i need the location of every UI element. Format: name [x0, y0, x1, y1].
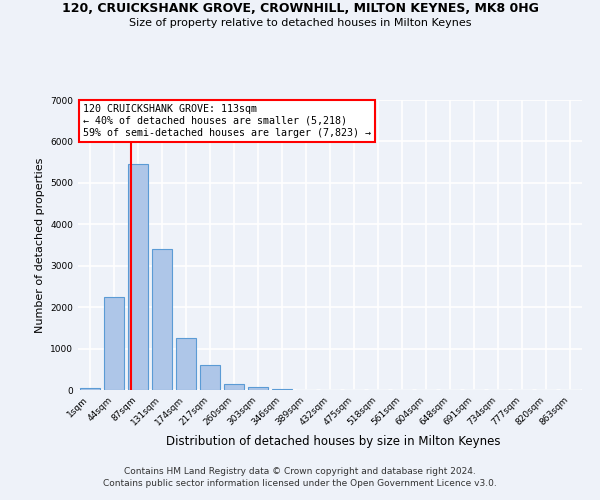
Text: 120 CRUICKSHANK GROVE: 113sqm
← 40% of detached houses are smaller (5,218)
59% o: 120 CRUICKSHANK GROVE: 113sqm ← 40% of d…	[83, 104, 371, 138]
Bar	[248, 386, 268, 390]
Text: Contains public sector information licensed under the Open Government Licence v3: Contains public sector information licen…	[103, 479, 497, 488]
Bar	[272, 389, 292, 390]
Bar	[104, 297, 124, 390]
Text: 120, CRUICKSHANK GROVE, CROWNHILL, MILTON KEYNES, MK8 0HG: 120, CRUICKSHANK GROVE, CROWNHILL, MILTO…	[62, 2, 538, 16]
Bar	[152, 249, 172, 390]
Y-axis label: Number of detached properties: Number of detached properties	[35, 158, 44, 332]
Text: Size of property relative to detached houses in Milton Keynes: Size of property relative to detached ho…	[129, 18, 471, 28]
Text: Contains HM Land Registry data © Crown copyright and database right 2024.: Contains HM Land Registry data © Crown c…	[124, 468, 476, 476]
Bar	[176, 338, 196, 390]
Bar	[200, 365, 220, 390]
Bar	[224, 384, 244, 390]
Text: Distribution of detached houses by size in Milton Keynes: Distribution of detached houses by size …	[166, 435, 500, 448]
Bar	[80, 388, 100, 390]
Bar	[128, 164, 148, 390]
